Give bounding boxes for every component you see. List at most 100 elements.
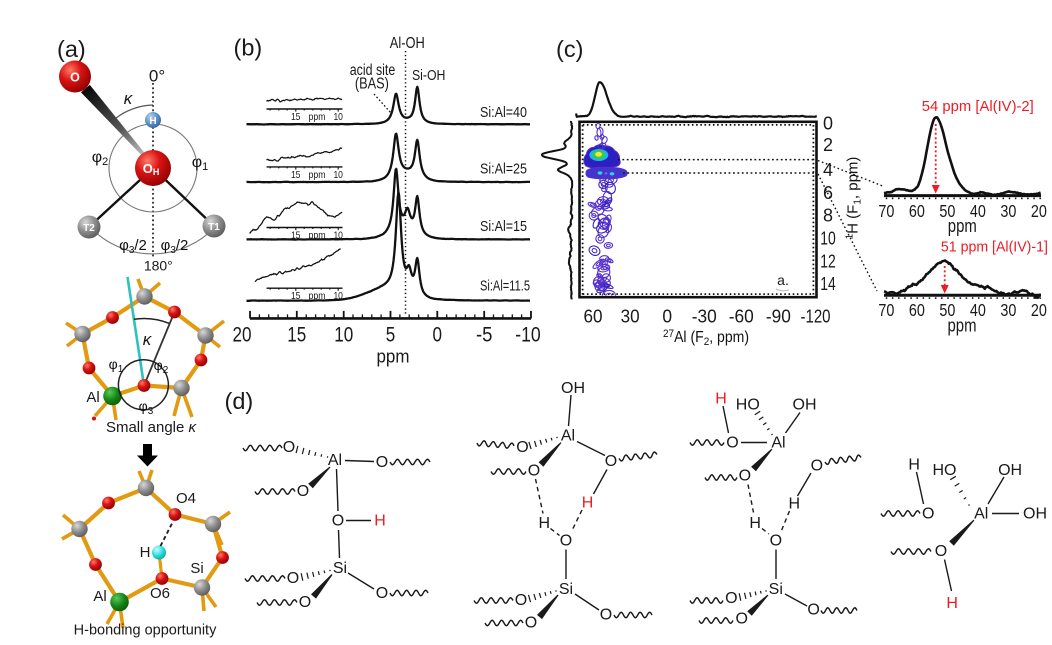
svg-text:10: 10: [334, 324, 353, 347]
svg-text:O: O: [297, 483, 309, 500]
svg-text:Al: Al: [771, 435, 785, 452]
svg-text:8: 8: [823, 206, 833, 226]
svg-text:O: O: [735, 610, 747, 627]
svg-text:T1: T1: [208, 222, 220, 233]
svg-text:Al: Al: [561, 428, 575, 445]
svg-text:60: 60: [584, 307, 603, 327]
svg-text:HO: HO: [933, 462, 957, 479]
svg-text:30: 30: [1000, 201, 1016, 221]
svg-text:60: 60: [909, 201, 925, 221]
svg-text:20: 20: [1031, 201, 1047, 221]
svg-text:acid site: acid site: [350, 62, 396, 79]
svg-text:H-bonding opportunity: H-bonding opportunity: [74, 623, 217, 639]
svg-text:54 ppm [Al(IV)-2]: 54 ppm [Al(IV)-2]: [922, 98, 1034, 115]
svg-text:15: 15: [291, 111, 301, 123]
svg-text:Si: Si: [559, 581, 573, 598]
svg-text:H: H: [140, 544, 151, 561]
svg-text:12: 12: [820, 252, 836, 272]
svg-text:0: 0: [433, 324, 443, 347]
svg-text:ppm: ppm: [309, 111, 326, 123]
svg-text:27Al (F2, ppm): 27Al (F2, ppm): [663, 328, 749, 348]
svg-text:φ1: φ1: [192, 154, 209, 173]
svg-text:15: 15: [287, 324, 306, 347]
svg-text:10: 10: [333, 290, 343, 302]
svg-text:O: O: [605, 453, 617, 470]
svg-text:a.: a.: [777, 272, 789, 288]
svg-text:O: O: [807, 601, 819, 618]
svg-text:5: 5: [386, 324, 396, 347]
svg-text:Si:Al=15: Si:Al=15: [480, 218, 527, 235]
svg-text:20: 20: [233, 324, 252, 347]
svg-text:HO: HO: [736, 397, 760, 414]
svg-text:φ1: φ1: [109, 356, 124, 375]
svg-text:κ: κ: [143, 330, 153, 349]
svg-text:Al: Al: [328, 452, 342, 469]
svg-text:O: O: [283, 439, 295, 456]
svg-text:H: H: [539, 515, 551, 532]
svg-text:ppm: ppm: [309, 169, 326, 181]
svg-text:2: 2: [823, 135, 833, 155]
svg-text:10: 10: [820, 229, 836, 249]
svg-text:30: 30: [1000, 300, 1016, 320]
svg-text:O: O: [70, 71, 80, 85]
svg-text:O: O: [376, 585, 388, 602]
svg-text:15: 15: [291, 290, 301, 302]
svg-text:40: 40: [970, 201, 986, 221]
svg-text:O: O: [376, 454, 388, 471]
svg-text:OH: OH: [793, 397, 817, 414]
svg-text:H: H: [908, 457, 920, 474]
svg-text:50: 50: [939, 300, 955, 320]
svg-text:Si: Si: [190, 560, 203, 577]
svg-text:0: 0: [823, 114, 833, 134]
svg-text:O: O: [332, 513, 344, 530]
svg-text:-30: -30: [692, 307, 717, 327]
svg-text:O: O: [922, 506, 934, 523]
svg-text:60: 60: [909, 300, 925, 320]
svg-text:0: 0: [662, 307, 672, 327]
svg-text:OH: OH: [1023, 506, 1047, 523]
svg-text:O: O: [725, 590, 737, 607]
svg-text:O: O: [515, 592, 527, 609]
svg-text:Si:Al=11.5: Si:Al=11.5: [480, 278, 530, 295]
svg-text:-10: -10: [515, 324, 541, 347]
svg-text:O: O: [811, 458, 823, 475]
svg-text:15: 15: [291, 169, 301, 181]
svg-text:φ3/2: φ3/2: [119, 237, 147, 256]
svg-text:Si-OH: Si-OH: [412, 68, 446, 84]
svg-text:O: O: [560, 533, 572, 550]
svg-text:30: 30: [621, 307, 640, 327]
svg-text:1H (F1, ppm): 1H (F1, ppm): [845, 157, 864, 240]
svg-text:ppm: ppm: [309, 290, 326, 302]
svg-text:70: 70: [878, 300, 894, 320]
svg-text:O: O: [516, 439, 528, 456]
svg-text:180°: 180°: [144, 258, 173, 274]
svg-text:H: H: [749, 515, 761, 532]
svg-text:H: H: [149, 116, 156, 127]
svg-text:O: O: [935, 543, 947, 560]
svg-text:10: 10: [333, 230, 343, 242]
svg-text:(a): (a): [57, 36, 86, 62]
svg-text:ppm: ppm: [377, 347, 410, 367]
svg-text:-90: -90: [766, 307, 791, 327]
svg-text:φ3: φ3: [139, 398, 154, 417]
svg-text:OH: OH: [998, 462, 1022, 479]
svg-text:Si:Al=40: Si:Al=40: [480, 104, 527, 121]
svg-text:Si:Al=25: Si:Al=25: [480, 161, 527, 178]
svg-text:Al-OH: Al-OH: [390, 35, 425, 52]
svg-text:O6: O6: [150, 585, 170, 602]
svg-text:Small angle κ: Small angle κ: [106, 419, 198, 436]
svg-text:-5: -5: [476, 324, 493, 347]
svg-text:-120: -120: [801, 307, 831, 327]
svg-text:Al: Al: [93, 588, 106, 605]
svg-text:O: O: [528, 463, 540, 480]
svg-text:50: 50: [939, 201, 955, 221]
svg-text:ppm: ppm: [948, 216, 977, 236]
svg-text:H: H: [789, 495, 801, 512]
svg-text:-60: -60: [729, 307, 754, 327]
svg-text:0°: 0°: [149, 67, 165, 86]
svg-text:Al: Al: [86, 389, 99, 406]
svg-text:O: O: [299, 594, 311, 611]
svg-text:φ2: φ2: [92, 149, 109, 168]
svg-text:κ: κ: [124, 89, 134, 108]
svg-text:15: 15: [291, 230, 301, 242]
